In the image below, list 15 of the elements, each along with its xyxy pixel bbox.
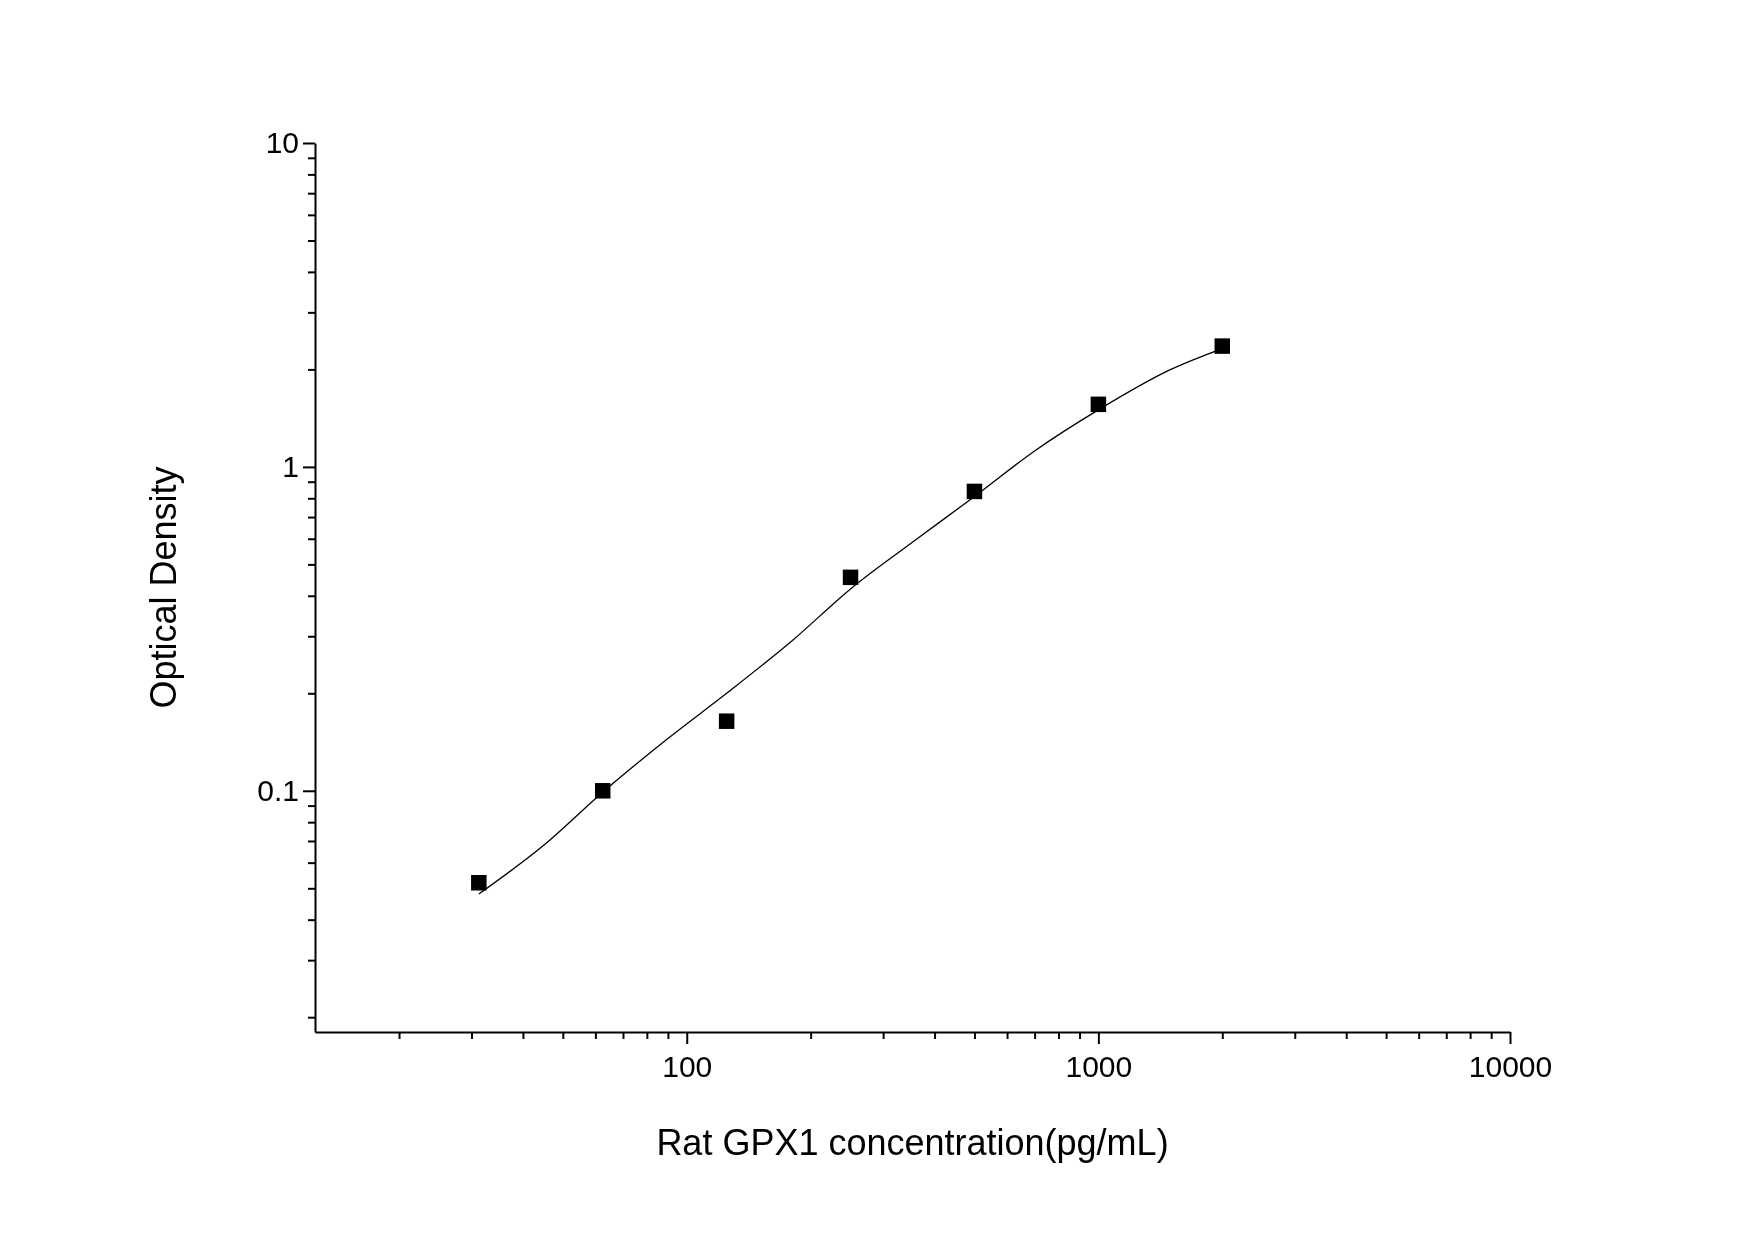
y-axis-title: Optical Density <box>143 466 184 709</box>
point <box>1214 338 1231 354</box>
point <box>718 713 735 729</box>
point <box>966 483 983 500</box>
x-tick-label: 100 <box>662 1050 713 1083</box>
y-tick-label: 1 <box>282 449 299 483</box>
x-tick-label: 10000 <box>1468 1050 1553 1083</box>
point <box>842 569 859 586</box>
point <box>594 783 611 799</box>
y-tick-label: 0.1 <box>257 773 299 807</box>
point <box>471 875 487 891</box>
x-tick-label: 1000 <box>1065 1050 1133 1083</box>
y-tick-label: 10 <box>265 126 299 160</box>
x-axis-title: Rat GPX1 concentration(pg/mL) <box>656 1122 1169 1163</box>
point <box>1090 396 1107 413</box>
